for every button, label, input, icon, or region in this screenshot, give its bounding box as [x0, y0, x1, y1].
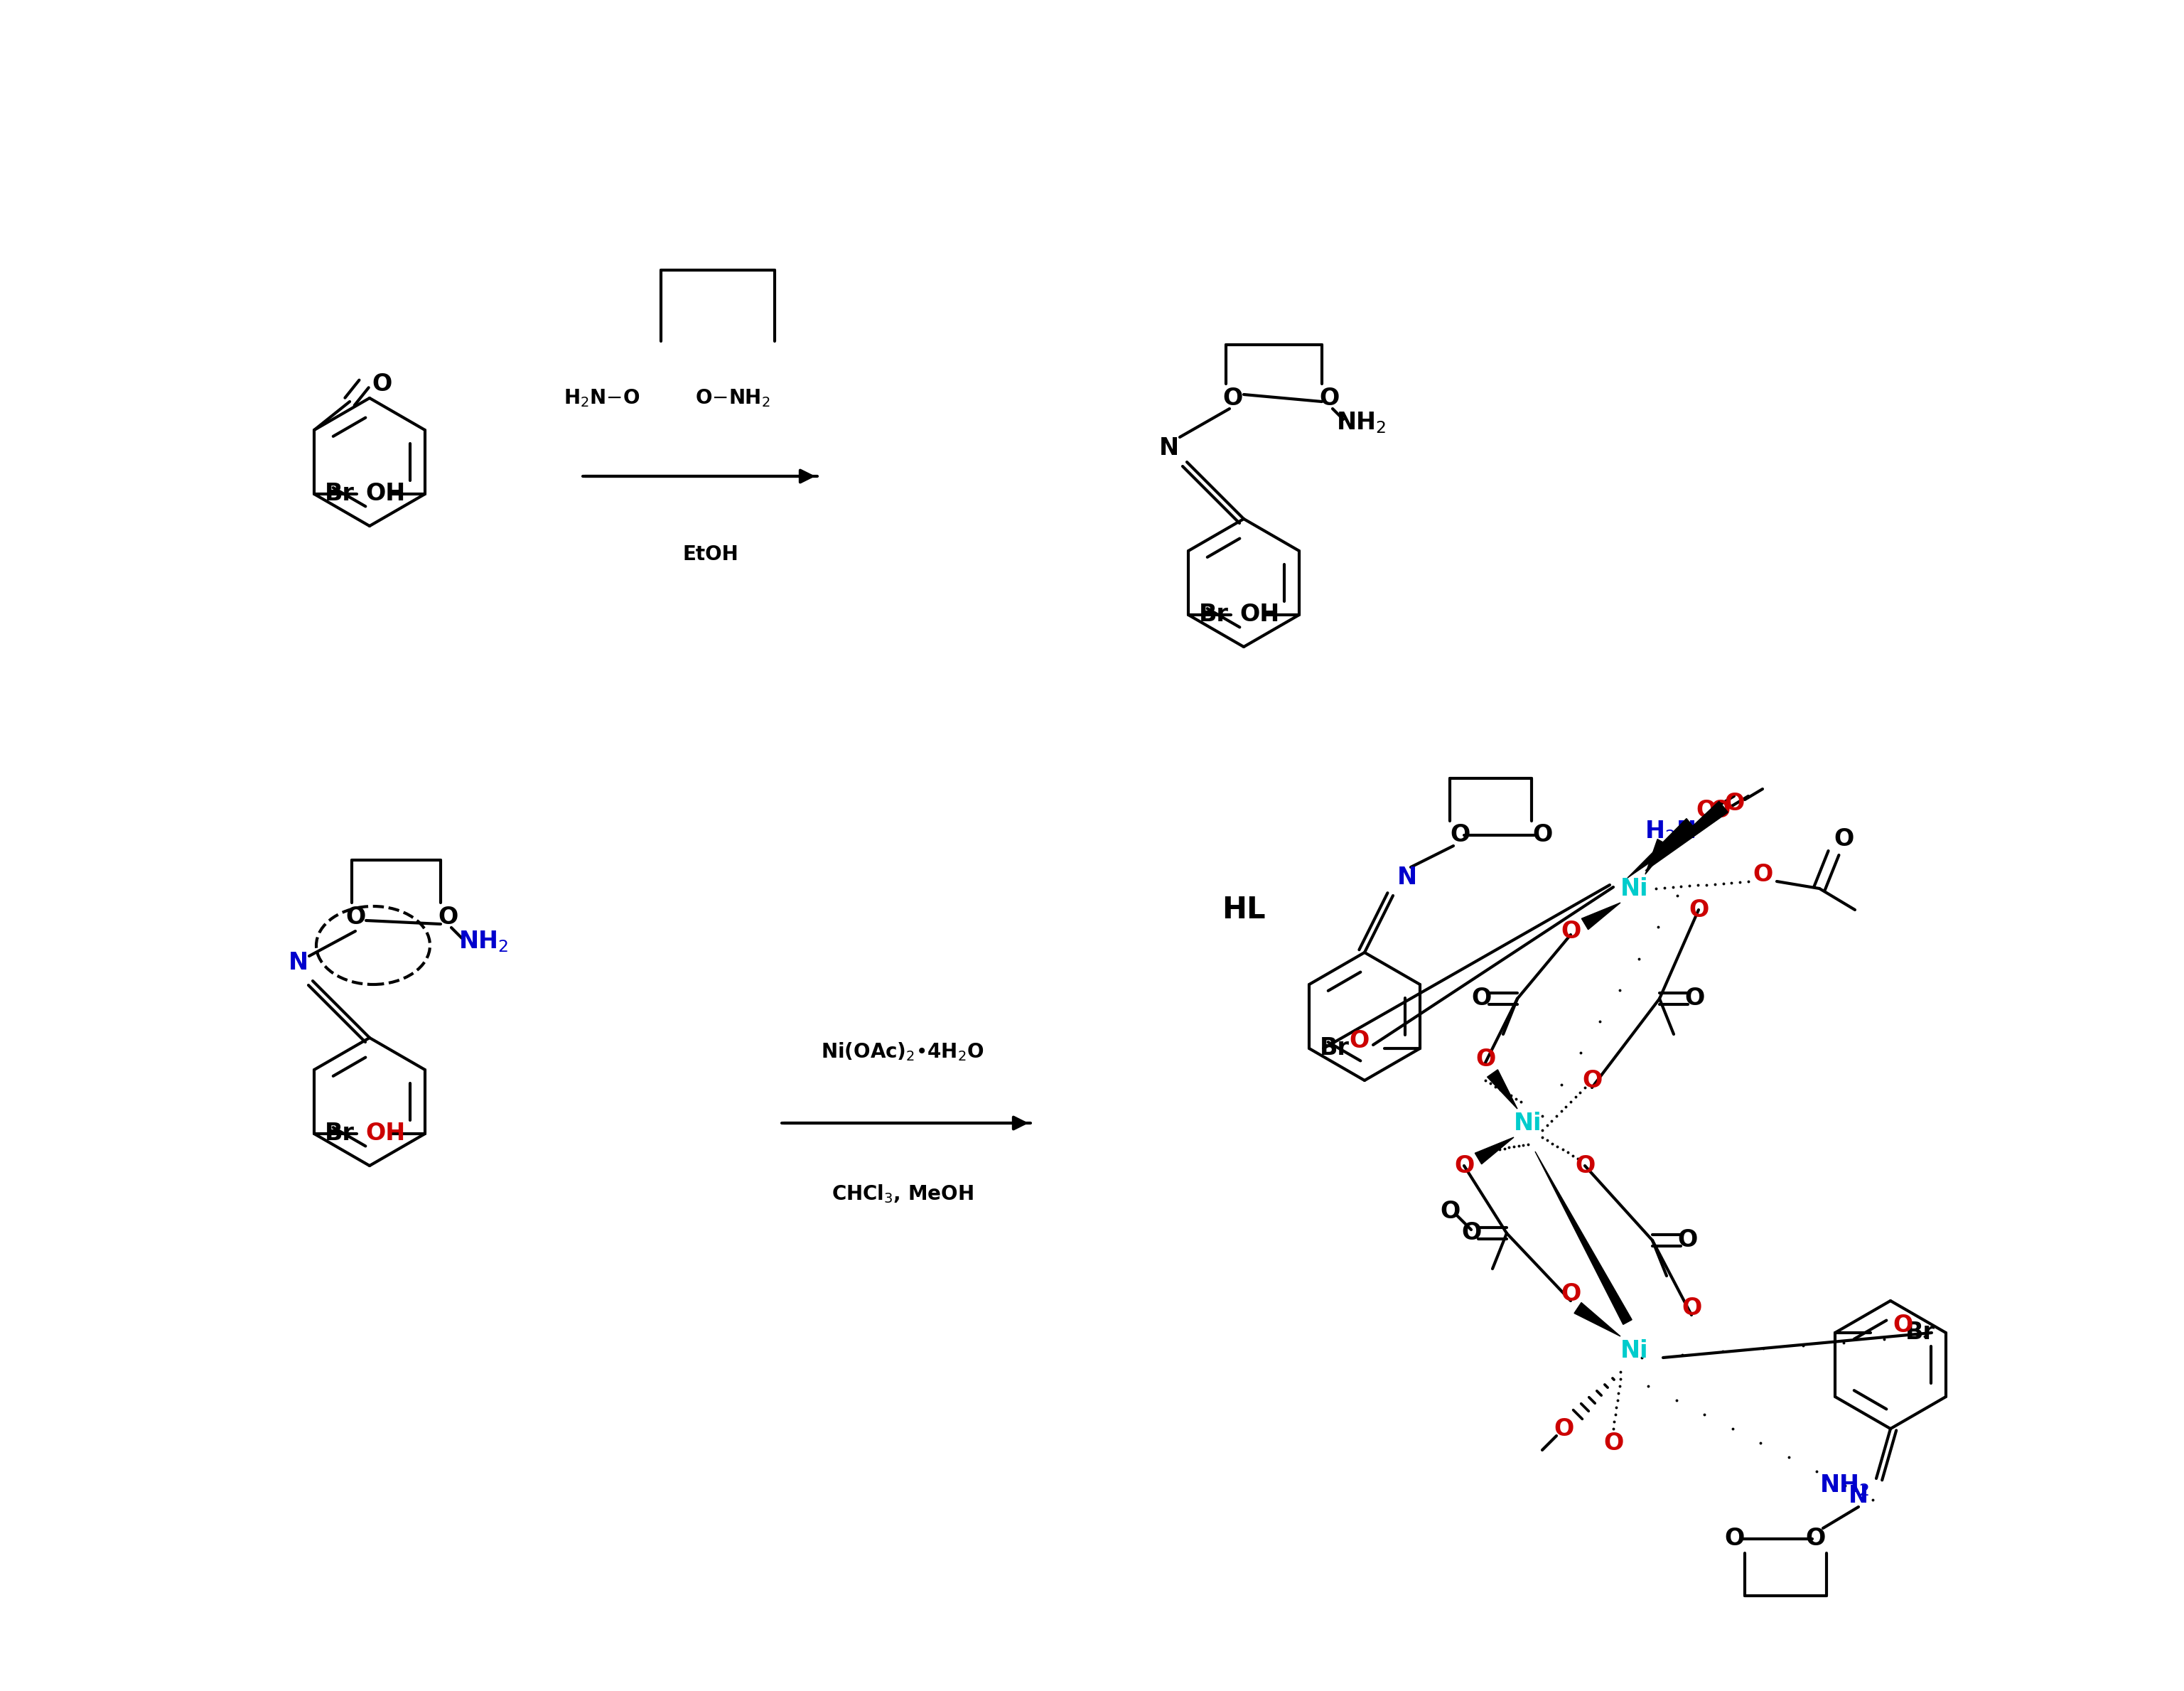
Text: O: O: [1723, 1527, 1745, 1551]
Text: O: O: [1603, 1431, 1623, 1454]
Text: O: O: [1350, 1030, 1369, 1053]
Polygon shape: [1627, 818, 1697, 878]
Text: N: N: [1848, 1485, 1870, 1508]
Text: O: O: [1686, 988, 1706, 1011]
Text: O: O: [1752, 862, 1773, 886]
Text: O: O: [1562, 1282, 1581, 1305]
Text: H$_2$N: H$_2$N: [1645, 820, 1695, 844]
Text: Br: Br: [1904, 1321, 1935, 1344]
Polygon shape: [1474, 1138, 1514, 1163]
Text: O: O: [1562, 920, 1581, 944]
Text: O: O: [1835, 827, 1854, 851]
Text: O: O: [1455, 1153, 1474, 1177]
Text: O: O: [1710, 798, 1730, 822]
Text: HL: HL: [1221, 895, 1267, 925]
Text: O: O: [1439, 1201, 1459, 1224]
Text: Ni(OAc)$_2$•4H$_2$O: Ni(OAc)$_2$•4H$_2$O: [821, 1042, 985, 1064]
Text: Ni: Ni: [1621, 1339, 1649, 1363]
Text: Br: Br: [325, 1123, 354, 1145]
Text: O: O: [1533, 824, 1553, 847]
Text: O: O: [1677, 1229, 1697, 1251]
Text: O$-$NH$_2$: O$-$NH$_2$: [662, 387, 771, 409]
Text: O: O: [1319, 386, 1339, 409]
Text: O: O: [1450, 824, 1470, 847]
Polygon shape: [1535, 1152, 1631, 1324]
Text: O: O: [1806, 1527, 1826, 1551]
Text: O: O: [371, 372, 391, 396]
Polygon shape: [1645, 802, 1728, 871]
Polygon shape: [1581, 903, 1621, 930]
Text: O: O: [1223, 386, 1243, 409]
Text: Ni: Ni: [1621, 876, 1649, 900]
Text: Br: Br: [325, 482, 354, 506]
Text: O: O: [437, 905, 459, 928]
Polygon shape: [1487, 1070, 1518, 1109]
Text: O: O: [1695, 798, 1717, 822]
Text: EtOH: EtOH: [684, 545, 738, 565]
Text: OH: OH: [1241, 604, 1280, 627]
Text: O: O: [1553, 1417, 1575, 1441]
Text: OH: OH: [365, 1123, 406, 1145]
Text: Br: Br: [1319, 1037, 1350, 1060]
Text: NH$_2$: NH$_2$: [459, 930, 509, 954]
Polygon shape: [1645, 839, 1669, 874]
Text: N: N: [1160, 436, 1179, 460]
Text: O: O: [1682, 1295, 1701, 1319]
Text: O: O: [1575, 1153, 1594, 1177]
Text: NH$_2$: NH$_2$: [1819, 1473, 1870, 1498]
Text: NH$_2$: NH$_2$: [1337, 411, 1387, 435]
Text: N: N: [288, 952, 308, 976]
Text: O: O: [345, 905, 365, 928]
Text: O: O: [1894, 1314, 1913, 1338]
Text: OH: OH: [365, 482, 406, 506]
Text: CHCl$_3$, MeOH: CHCl$_3$, MeOH: [832, 1184, 974, 1206]
Text: O: O: [1476, 1047, 1496, 1070]
Polygon shape: [1575, 1302, 1621, 1336]
Text: H$_2$N$-$O: H$_2$N$-$O: [563, 387, 640, 409]
Text: O: O: [1461, 1221, 1481, 1245]
Text: N: N: [1398, 866, 1417, 889]
Text: O: O: [1688, 898, 1708, 922]
Text: O: O: [1723, 791, 1745, 815]
Text: Br: Br: [1199, 604, 1230, 627]
Text: O: O: [1472, 988, 1492, 1011]
Text: Ni: Ni: [1514, 1111, 1542, 1135]
Text: O: O: [1581, 1069, 1603, 1092]
